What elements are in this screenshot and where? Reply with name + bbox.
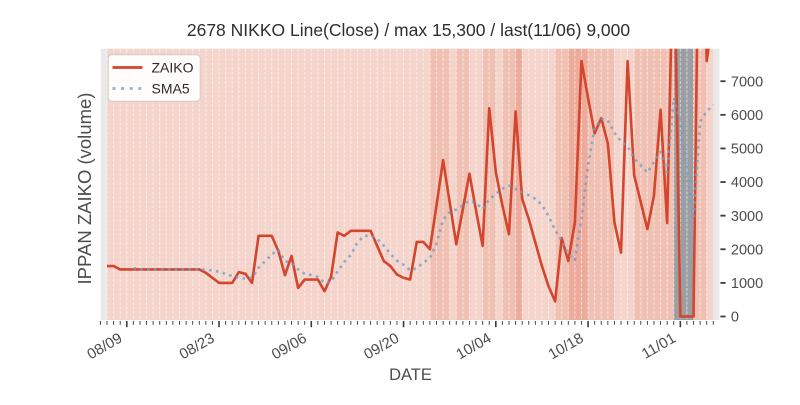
svg-text:6000: 6000 <box>731 108 763 124</box>
svg-text:ZAIKO: ZAIKO <box>152 59 194 75</box>
svg-text:4000: 4000 <box>731 175 763 191</box>
svg-text:5000: 5000 <box>731 142 763 158</box>
svg-text:2000: 2000 <box>731 242 763 258</box>
svg-text:7000: 7000 <box>731 74 763 90</box>
svg-text:0: 0 <box>731 310 739 326</box>
svg-text:IPPAN ZAIKO (volume): IPPAN ZAIKO (volume) <box>74 93 95 285</box>
svg-text:2678 NIKKO Line(Close) / max 1: 2678 NIKKO Line(Close) / max 15,300 / la… <box>187 20 631 40</box>
svg-text:SMA5: SMA5 <box>152 80 190 96</box>
svg-text:3000: 3000 <box>731 209 763 225</box>
svg-text:1000: 1000 <box>731 276 763 292</box>
svg-text:DATE: DATE <box>389 366 432 384</box>
